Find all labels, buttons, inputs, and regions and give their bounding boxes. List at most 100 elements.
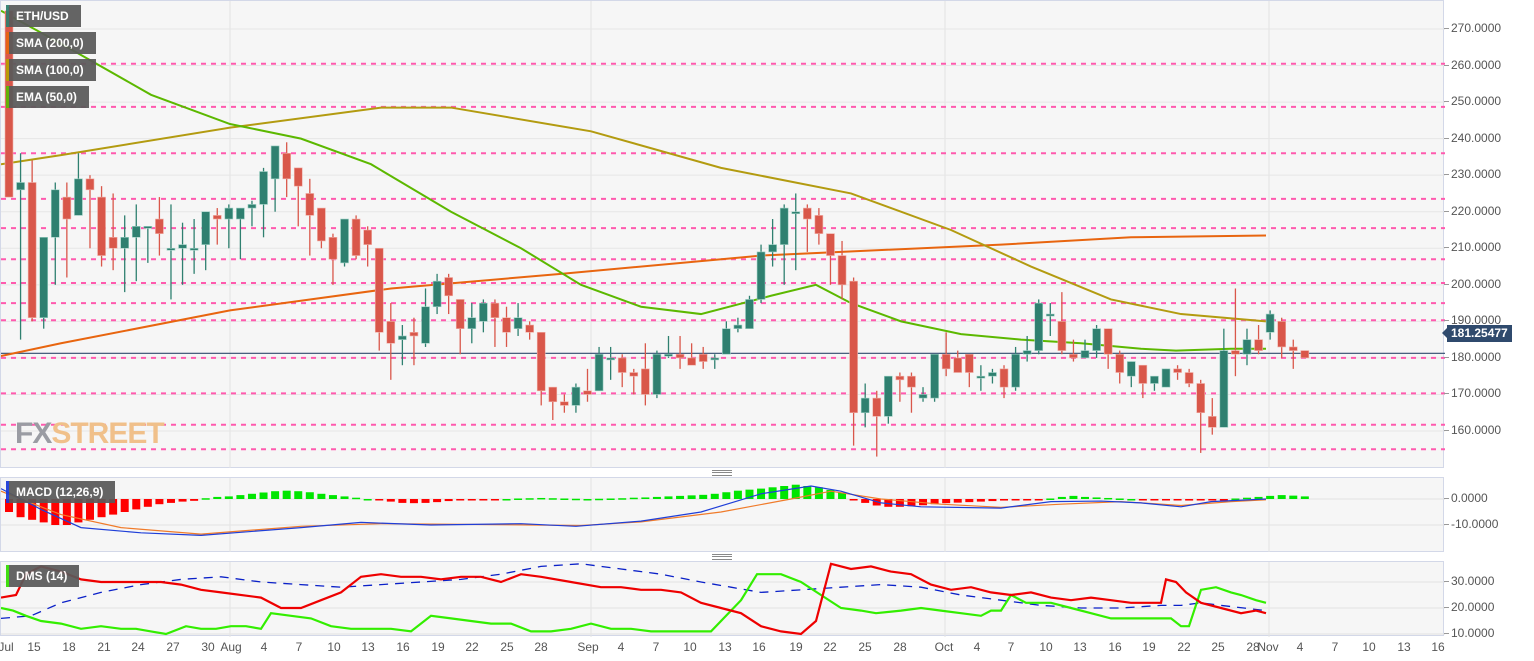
x-axis-label: 27 [166, 640, 180, 654]
x-axis-label: Jul [0, 640, 14, 654]
candlestick-chart[interactable] [1, 1, 1445, 469]
y-axis-label: 10.0000 [1451, 626, 1495, 640]
x-axis-label: 7 [295, 640, 303, 654]
fxstreet-watermark: FXSTREET [15, 417, 165, 450]
series-color-swatch [6, 5, 9, 27]
x-axis-label: 13 [361, 640, 375, 654]
y-axis-label: 270.0000 [1451, 21, 1502, 35]
series-color-swatch [6, 59, 9, 81]
x-axis-label: 16 [1108, 640, 1122, 654]
y-axis-label: 0.0000 [1451, 491, 1488, 505]
series-color-swatch [6, 86, 9, 108]
y-axis-label: 190.0000 [1451, 313, 1502, 328]
y-axis-label: 260.0000 [1451, 57, 1502, 72]
y-axis-label: -10.0000 [1451, 517, 1499, 531]
price-chart-panel[interactable] [0, 0, 1445, 469]
x-axis-label: 18 [62, 640, 76, 654]
series-color-swatch [6, 481, 9, 503]
ma-line [1, 234, 1267, 358]
legend-ema50[interactable]: EMA (50,0) [6, 86, 89, 108]
axis-tick [1444, 524, 1449, 525]
x-axis-label: 16 [752, 640, 766, 654]
y-axis-label: 160.0000 [1451, 422, 1502, 437]
current-price-tag: 181.25477 [1442, 325, 1512, 342]
y-axis-label: 180.0000 [1451, 349, 1502, 364]
y-axis-label: 20.0000 [1451, 600, 1495, 614]
x-axis-label: Aug [220, 640, 242, 654]
y-axis-label: 230.0000 [1451, 167, 1502, 182]
x-axis-label: Nov [1257, 640, 1279, 654]
x-axis-label: 28 [1246, 640, 1260, 654]
axis-tick [1444, 356, 1449, 358]
x-axis-label: 15 [27, 640, 41, 654]
y-axis-label: 30.0000 [1451, 574, 1495, 588]
resize-grip-icon[interactable] [712, 554, 732, 560]
x-axis-label: 10 [327, 640, 341, 654]
x-axis-label: 10 [1362, 640, 1376, 654]
ma-line [1, 106, 1267, 323]
y-axis-label: 210.0000 [1451, 240, 1502, 255]
axis-tick [1444, 393, 1449, 395]
axis-tick [1444, 174, 1449, 176]
x-axis-label: 7 [652, 640, 660, 654]
x-axis-label: 19 [789, 640, 803, 654]
x-axis-label: 19 [1142, 640, 1156, 654]
x-axis-label: 28 [534, 640, 548, 654]
dms-chart [1, 562, 1445, 637]
x-axis-label: 13 [1073, 640, 1087, 654]
x-axis-label: 19 [431, 640, 445, 654]
ma-line [1, 9, 1266, 352]
x-axis-label: 22 [465, 640, 479, 654]
x-axis-label: 21 [97, 640, 111, 654]
x-axis-label: Sep [577, 640, 599, 654]
y-axis-label: 220.0000 [1451, 203, 1502, 218]
legend-sma200[interactable]: SMA (200,0) [6, 32, 96, 54]
x-axis-label: 30 [201, 640, 215, 654]
resize-grip-icon[interactable] [712, 470, 732, 476]
x-axis-label: 10 [683, 640, 697, 654]
axis-tick [1444, 607, 1449, 608]
legend-ethusd[interactable]: ETH/USD [6, 5, 81, 27]
axis-tick [1444, 64, 1449, 66]
series-color-swatch [6, 565, 9, 587]
x-axis-label: 24 [131, 640, 145, 654]
x-axis-label: 22 [823, 640, 837, 654]
x-axis-label: Oct [934, 640, 954, 654]
axis-tick [1444, 320, 1449, 322]
axis-tick [1444, 429, 1449, 431]
x-axis-label: 4 [260, 640, 268, 654]
panel-resizer-macd[interactable] [0, 468, 1444, 477]
x-axis-label: 25 [1211, 640, 1225, 654]
y-axis-label: 240.0000 [1451, 130, 1502, 145]
axis-tick [1444, 283, 1449, 285]
dms-panel[interactable] [0, 561, 1445, 637]
x-axis-label: 4 [973, 640, 981, 654]
macd-chart [1, 478, 1445, 553]
panel-resizer-dms[interactable] [0, 552, 1444, 561]
axis-tick [1444, 210, 1449, 212]
axis-tick [1444, 137, 1449, 139]
axis-tick [1444, 633, 1449, 634]
x-axis-label: 25 [500, 640, 514, 654]
x-axis-label: 22 [1177, 640, 1191, 654]
x-axis-label: 7 [1007, 640, 1015, 654]
x-axis-label: 7 [1331, 640, 1339, 654]
x-axis-label: 13 [718, 640, 732, 654]
macd-panel[interactable] [0, 477, 1445, 553]
legend-sma100[interactable]: SMA (100,0) [6, 59, 96, 81]
x-axis-label: 4 [617, 640, 625, 654]
axis-tick [1444, 28, 1449, 29]
axis-tick [1444, 247, 1449, 249]
axis-tick [1444, 498, 1449, 499]
y-axis-label: 170.0000 [1451, 386, 1502, 401]
legend-macd[interactable]: MACD (12,26,9) [6, 481, 116, 503]
x-axis-label: 16 [1431, 640, 1445, 654]
x-axis-label: 10 [1039, 640, 1053, 654]
axis-tick [1444, 101, 1449, 103]
x-axis-label: 28 [893, 640, 907, 654]
y-axis-label: 200.0000 [1451, 276, 1502, 291]
x-axis-label: 16 [396, 640, 410, 654]
x-axis-label: 13 [1397, 640, 1411, 654]
legend-dms[interactable]: DMS (14) [6, 565, 80, 587]
x-axis-label: 4 [1296, 640, 1304, 654]
